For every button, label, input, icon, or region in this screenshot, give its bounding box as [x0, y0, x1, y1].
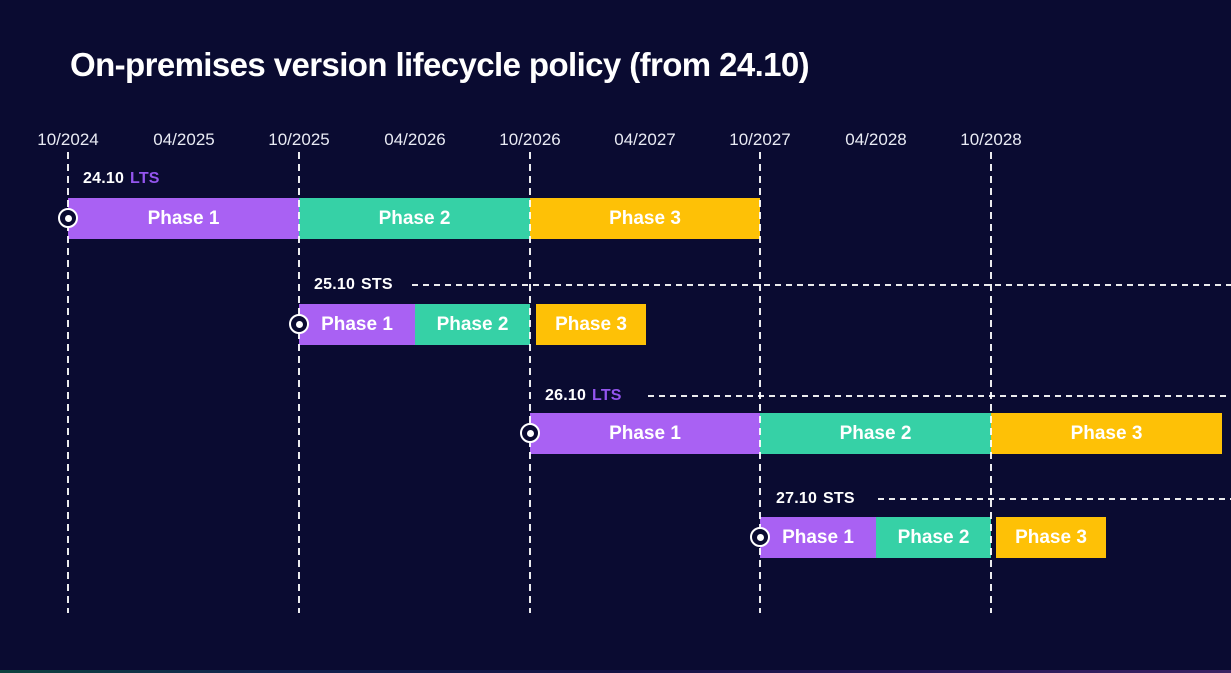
marker-dot — [756, 533, 764, 541]
gantt-bar-27-10-phase-2: Phase 2 — [876, 517, 991, 558]
timeline-tick: 10/2027 — [729, 130, 791, 149]
marker-dot — [295, 320, 303, 328]
gridline-vertical-10-2024 — [67, 152, 69, 613]
version-label-25-10: 25.10 STS — [314, 276, 393, 294]
gridline-vertical-10-2027 — [759, 152, 761, 613]
marker-dot — [526, 429, 534, 437]
version-number: 24.10 — [83, 170, 125, 187]
gantt-bar-27-10-phase-3: Phase 3 — [996, 517, 1106, 558]
timeline-tick: 10/2028 — [960, 130, 1022, 149]
timeline-tick: 04/2027 — [614, 130, 676, 149]
version-label-27-10: 27.10 STS — [776, 490, 855, 508]
version-tag: LTS — [130, 170, 160, 187]
page-title: On-premises version lifecycle policy (fr… — [70, 46, 810, 83]
gantt-bar-26-10-phase-3: Phase 3 — [991, 413, 1222, 454]
dashed-connector-26-10 — [648, 395, 1231, 397]
marker-dot — [64, 214, 72, 222]
timeline-tick: 04/2028 — [845, 130, 907, 149]
version-tag: STS — [823, 490, 855, 507]
gridline-vertical-10-2028 — [990, 152, 992, 613]
release-start-marker-icon — [520, 423, 540, 443]
gantt-bar-27-10-phase-1: Phase 1 — [760, 517, 876, 558]
timeline-tick: 04/2025 — [153, 130, 215, 149]
version-label-26-10: 26.10 LTS — [545, 387, 622, 405]
version-number: 27.10 — [776, 490, 818, 507]
gantt-bar-24-10-phase-1: Phase 1 — [68, 198, 299, 239]
gantt-bar-26-10-phase-1: Phase 1 — [530, 413, 760, 454]
dashed-connector-25-10 — [412, 284, 1231, 286]
release-start-marker-icon — [289, 314, 309, 334]
release-start-marker-icon — [58, 208, 78, 228]
timeline-tick: 10/2025 — [268, 130, 330, 149]
gridline-vertical-10-2025 — [298, 152, 300, 613]
gantt-bar-25-10-phase-1: Phase 1 — [299, 304, 415, 345]
timeline-tick: 04/2026 — [384, 130, 446, 149]
gantt-bar-24-10-phase-2: Phase 2 — [299, 198, 530, 239]
timeline-tick: 10/2026 — [499, 130, 561, 149]
gridline-vertical-10-2026 — [529, 152, 531, 613]
gantt-bar-25-10-phase-3: Phase 3 — [536, 304, 646, 345]
bottom-accent-strip — [0, 670, 1231, 673]
version-tag: LTS — [592, 387, 622, 404]
gantt-bar-25-10-phase-2: Phase 2 — [415, 304, 530, 345]
dashed-connector-27-10 — [878, 498, 1231, 500]
release-start-marker-icon — [750, 527, 770, 547]
timeline-tick: 10/2024 — [37, 130, 99, 149]
version-number: 26.10 — [545, 387, 587, 404]
version-number: 25.10 — [314, 276, 356, 293]
version-label-24-10: 24.10 LTS — [83, 170, 160, 188]
version-tag: STS — [361, 276, 393, 293]
gantt-bar-26-10-phase-2: Phase 2 — [760, 413, 991, 454]
gantt-bar-24-10-phase-3: Phase 3 — [530, 198, 760, 239]
